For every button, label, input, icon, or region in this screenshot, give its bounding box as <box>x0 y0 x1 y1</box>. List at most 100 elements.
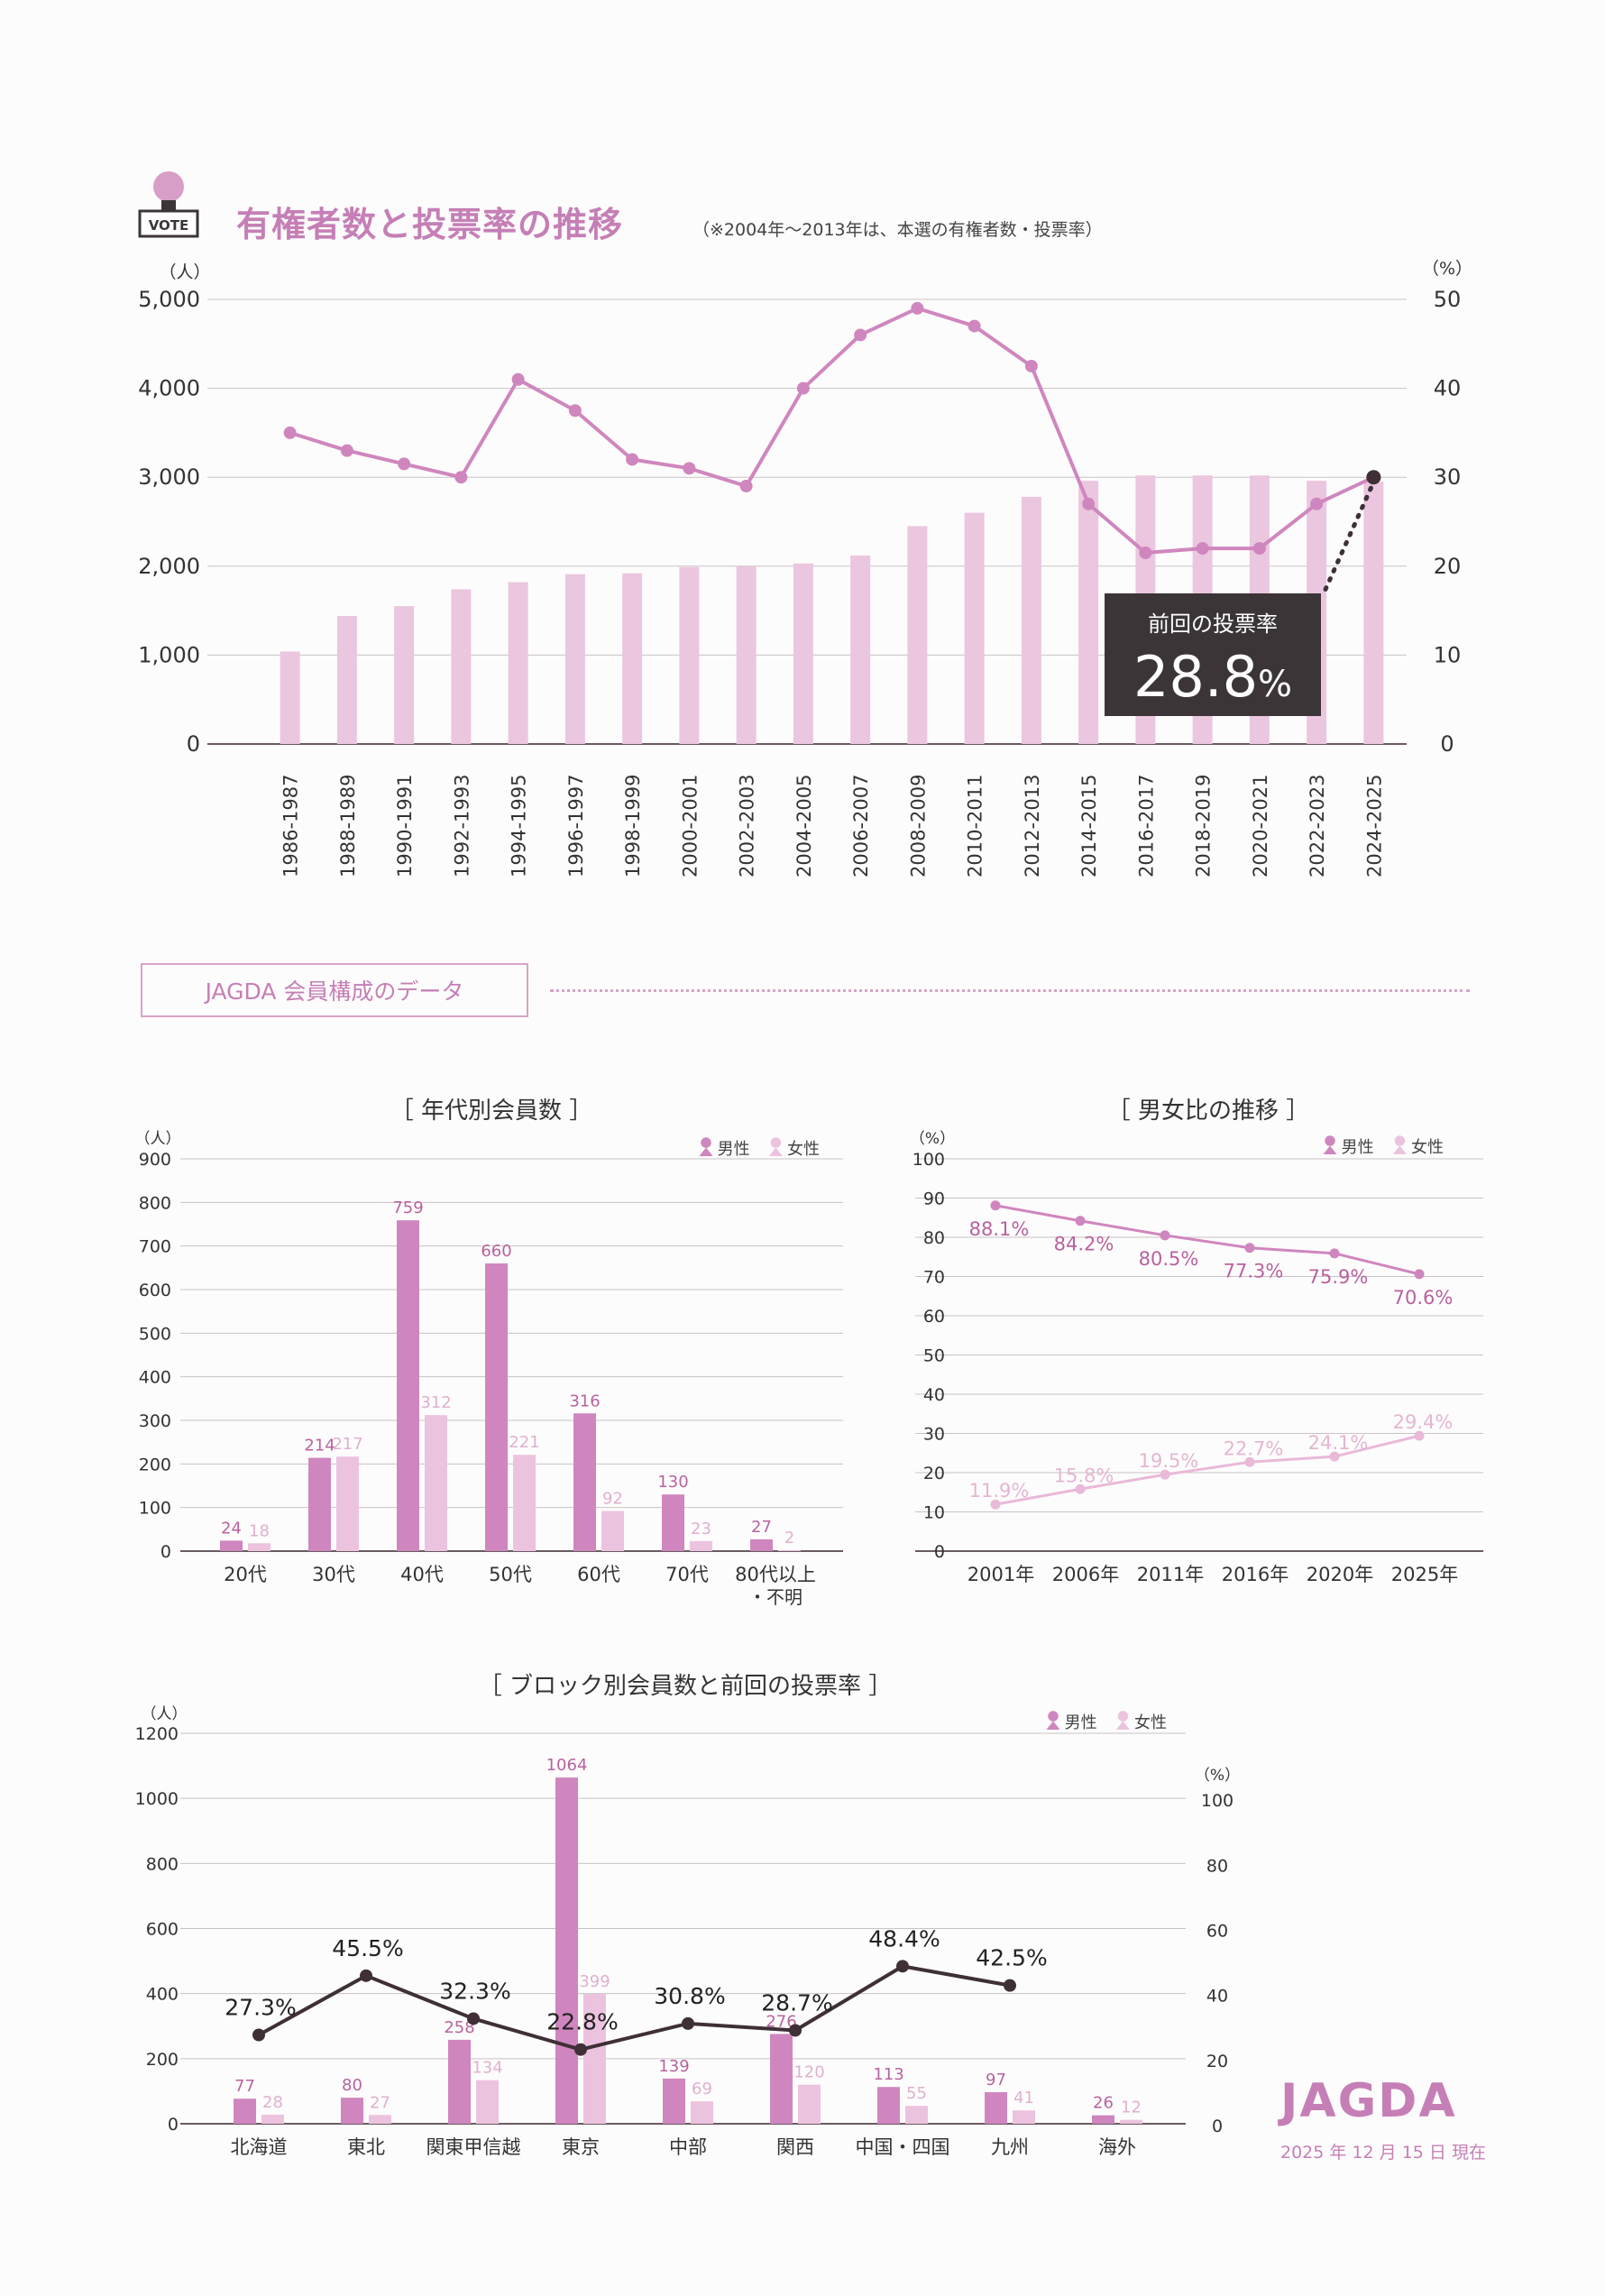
turnout-value-label: 28.7% <box>761 1989 832 2016</box>
male-value-label: 97 <box>986 2071 1006 2089</box>
voter-bar <box>907 526 928 744</box>
x-tick-label: 関東甲信越 <box>426 2136 521 2158</box>
title-note: （※2004年～2013年は、本選の有権者数・投票率） <box>692 220 1103 240</box>
male-value-label: 84.2% <box>1054 1234 1114 1255</box>
y-axis-unit: （人） <box>142 1705 188 1723</box>
voter-bar <box>622 573 643 744</box>
section-heading: JAGDA 会員構成のデータ <box>141 963 528 1017</box>
female-bar <box>691 2101 713 2124</box>
callout-connector <box>1321 485 1373 596</box>
legend-person-icon <box>770 1137 782 1148</box>
y-tick-label: 60 <box>923 1307 945 1327</box>
x-tick-label: 2016-2017 <box>1135 775 1157 877</box>
y-tick-label: 2,000 <box>138 554 200 579</box>
female-line <box>995 1434 1420 1506</box>
y-tick-label: 5,000 <box>138 287 200 312</box>
voter-bar <box>1363 482 1384 744</box>
male-value-label: 80 <box>342 2076 362 2095</box>
x-tick-label: 東北 <box>347 2136 385 2158</box>
male-value-label: 214 <box>304 1437 335 1456</box>
female-value-label: 399 <box>579 1972 610 1991</box>
male-value-label: 113 <box>873 2065 903 2084</box>
y2-tick-label: 20 <box>1206 2052 1228 2071</box>
y2-tick-label: 50 <box>1434 287 1462 312</box>
x-tick-label: 1998-1999 <box>622 775 644 877</box>
turnout-value-label: 30.8% <box>654 1983 725 2009</box>
turnout-point <box>968 319 981 333</box>
turnout-point <box>1252 542 1266 556</box>
y2-tick-label: 80 <box>1206 1856 1228 1876</box>
x-tick-label: 東京 <box>562 2136 600 2158</box>
y-tick-label: 900 <box>139 1150 171 1170</box>
y-tick-label: 0 <box>160 1542 171 1562</box>
turnout-value-label: 48.4% <box>868 1925 940 1952</box>
female-point <box>1160 1469 1170 1480</box>
y-tick-label: 20 <box>923 1464 945 1483</box>
legend-person-icon <box>1394 1135 1406 1146</box>
y-tick-label: 10 <box>923 1503 945 1523</box>
x-tick-label: 70代 <box>665 1564 709 1585</box>
x-tick-label: 1992-1993 <box>451 775 472 877</box>
chart-title: ［ 男女比の推移 ］ <box>1107 1097 1310 1125</box>
male-point <box>990 1200 1001 1211</box>
y2-tick-label: 40 <box>1206 1987 1228 2007</box>
x-tick-label: 80代以上 <box>735 1564 816 1585</box>
age-chart: ［ 年代別会員数 ］ 男性 女性 （人） 0 100 200 300 400 500 600 700 8… <box>135 1097 843 1608</box>
female-bar <box>905 2106 928 2124</box>
male-value-label: 77.3% <box>1224 1261 1284 1282</box>
female-bar <box>261 2114 284 2124</box>
female-value-label: 55 <box>906 2084 927 2103</box>
x-tick-label: 50代 <box>489 1564 532 1585</box>
x-tick-label: 北海道 <box>231 2136 288 2158</box>
female-value-label: 41 <box>1013 2089 1034 2108</box>
turnout-point <box>398 457 411 471</box>
chart-title: ［ 年代別会員数 ］ <box>390 1097 593 1125</box>
male-point <box>1414 1269 1425 1280</box>
x-tick-label: 海外 <box>1098 2136 1136 2158</box>
female-value-label: 221 <box>509 1433 539 1452</box>
female-bar <box>248 1543 271 1551</box>
y-axis-unit: （人） <box>159 262 210 282</box>
legend-label: 女性 <box>787 1140 820 1159</box>
male-bar <box>448 2039 471 2124</box>
y2-tick-label: 100 <box>1201 1791 1234 1811</box>
y-tick-label: 100 <box>913 1150 945 1170</box>
male-value-label: 759 <box>392 1199 423 1217</box>
voter-bar <box>679 566 700 744</box>
male-bar <box>555 1777 578 2124</box>
x-tick-label: 40代 <box>400 1564 444 1585</box>
turnout-point <box>1310 497 1324 510</box>
female-point <box>1414 1430 1425 1441</box>
legend-label: 男性 <box>718 1140 750 1159</box>
turnout-value-label: 22.8% <box>546 2009 618 2035</box>
x-tick-label: 2002-2003 <box>737 775 758 877</box>
female-bar <box>601 1511 624 1551</box>
y-tick-label: 4,000 <box>138 376 200 401</box>
turnout-line <box>258 1964 1011 2052</box>
male-bar <box>234 2099 256 2124</box>
legend-person-icon <box>1046 1721 1060 1730</box>
female-point <box>1075 1483 1086 1494</box>
y-tick-label: 500 <box>139 1324 171 1344</box>
male-value-label: 26 <box>1093 2094 1114 2113</box>
male-line <box>995 1204 1420 1276</box>
female-bar <box>1013 2110 1035 2124</box>
legend-person-icon <box>701 1137 711 1148</box>
x-tick-label: 1996-1997 <box>565 775 587 877</box>
male-value-label: 27 <box>751 1518 772 1537</box>
x-tick-label: 2004-2005 <box>793 775 815 877</box>
turnout-point <box>360 1969 372 1982</box>
turnout-point <box>1366 470 1381 485</box>
y-tick-label: 30 <box>923 1425 945 1445</box>
male-value-label: 80.5% <box>1139 1248 1199 1270</box>
y-tick-label: 0 <box>934 1542 945 1562</box>
turnout-line <box>289 306 1375 556</box>
legend-person-icon <box>1323 1145 1337 1154</box>
voter-bar <box>564 574 585 744</box>
turnout-point <box>739 480 753 493</box>
female-value-label: 19.5% <box>1139 1450 1199 1472</box>
female-bar <box>336 1456 359 1551</box>
y2-tick-label: 0 <box>1212 2117 1223 2136</box>
voter-bar <box>336 616 357 744</box>
x-tick-label: 1986-1987 <box>280 775 302 877</box>
